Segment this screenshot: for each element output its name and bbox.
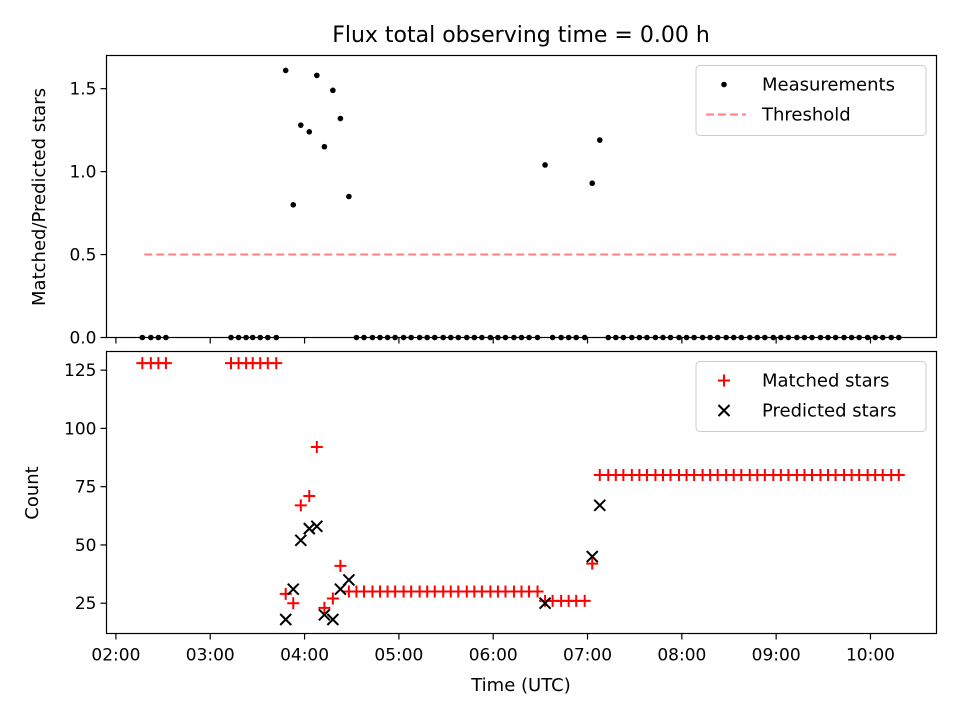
threshold-legend-label: Threshold [761, 105, 851, 126]
bottom-x-tick-label: 08:00 [657, 646, 706, 666]
measurements-point [346, 194, 352, 200]
matched-stars-legend-label: Matched stars [762, 371, 889, 392]
top-y-tick-label: 0.0 [69, 329, 96, 349]
bottom-x-tick-label: 10:00 [846, 646, 895, 666]
bottom-y-tick-label: 75 [75, 478, 97, 498]
measurements-legend-label: Measurements [762, 75, 895, 96]
measurements-point [283, 68, 289, 74]
bottom-y-tick-label: 50 [75, 536, 97, 556]
top-chart-title: Flux total observing time = 0.00 h [332, 23, 710, 48]
top-y-tick-label: 1.0 [69, 163, 96, 183]
bottom-x-tick-label: 04:00 [280, 646, 329, 666]
measurements-point [330, 88, 336, 94]
bottom-x-tick-label: 07:00 [563, 646, 612, 666]
measurements-point [597, 137, 603, 143]
bottom-y-tick-label: 100 [64, 419, 96, 439]
measurements-point [306, 129, 312, 135]
bottom-x-tick-label: 05:00 [374, 646, 423, 666]
measurements-point [290, 202, 296, 208]
top-legend: Measurements Threshold [696, 66, 926, 136]
bottom-y-axis-label: Count [22, 466, 43, 519]
measurements-legend-swatch [721, 82, 727, 88]
figure: Flux total observing time = 0.00 h 0.0 0.… [0, 0, 960, 720]
bottom-x-tick-label: 06:00 [469, 646, 518, 666]
measurements-point [314, 73, 320, 79]
bottom-y-tick-label: 125 [64, 361, 96, 381]
measurements-point [589, 180, 595, 186]
predicted-stars-legend-label: Predicted stars [762, 401, 896, 422]
top-y-axis-label: Matched/Predicted stars [29, 88, 50, 306]
measurements-point [298, 122, 304, 128]
bottom-x-tick-label: 09:00 [752, 646, 801, 666]
bottom-x-tick-label: 02:00 [91, 646, 140, 666]
bottom-y-tick-label: 25 [75, 594, 97, 614]
bottom-x-axis-label: Time (UTC) [470, 675, 571, 696]
measurements-point [542, 162, 548, 168]
bottom-legend: Matched stars Predicted stars [696, 362, 926, 432]
bottom-x-tick-label: 03:00 [186, 646, 235, 666]
measurements-point [322, 144, 328, 150]
top-y-tick-label: 1.5 [69, 80, 96, 100]
top-y-tick-label: 0.5 [69, 246, 96, 266]
measurements-point [338, 116, 344, 122]
